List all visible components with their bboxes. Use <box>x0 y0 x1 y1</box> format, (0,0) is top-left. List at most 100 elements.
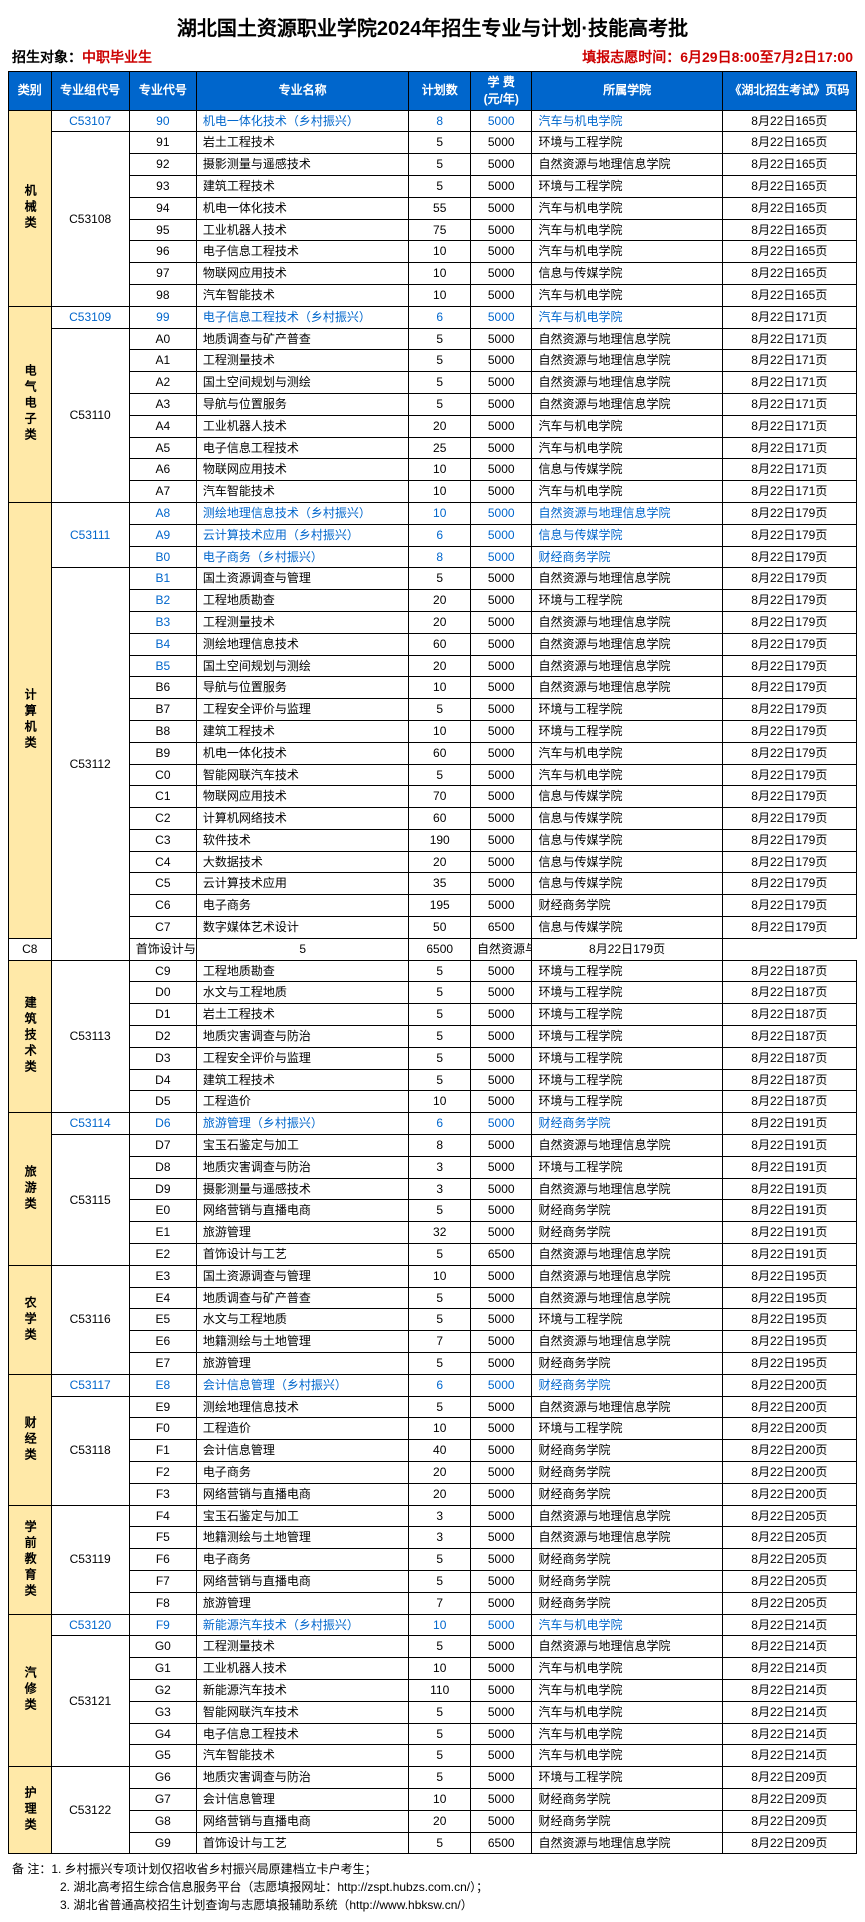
major-name: 工程测量技术 <box>196 611 409 633</box>
fee: 6500 <box>470 1244 532 1266</box>
page-ref: 8月22日200页 <box>722 1440 856 1462</box>
page-ref: 8月22日214页 <box>722 1701 856 1723</box>
fee: 5000 <box>470 197 532 219</box>
page-ref: 8月22日165页 <box>722 154 856 176</box>
table-row: C53110A0地质调查与矿产普查55000自然资源与地理信息学院8月22日17… <box>9 328 857 350</box>
page-ref: 8月22日200页 <box>722 1462 856 1484</box>
plan-count: 10 <box>409 1788 471 1810</box>
major-code: C3 <box>129 829 196 851</box>
page-title: 湖北国土资源职业学院2024年招生专业与计划·技能高考批 <box>8 12 857 41</box>
page-ref: 8月22日205页 <box>722 1570 856 1592</box>
major-code: D6 <box>129 1113 196 1135</box>
plan-count: 5 <box>409 1244 471 1266</box>
table-row: G2新能源汽车技术1105000汽车与机电学院8月22日214页 <box>9 1679 857 1701</box>
school: 环境与工程学院 <box>532 720 722 742</box>
major-name: 物联网应用技术 <box>196 263 409 285</box>
page-ref: 8月22日179页 <box>722 633 856 655</box>
fee: 5000 <box>470 154 532 176</box>
fee: 5000 <box>470 1679 532 1701</box>
major-name: 汽车智能技术 <box>196 481 409 503</box>
table-row: 93建筑工程技术55000环境与工程学院8月22日165页 <box>9 175 857 197</box>
fee: 5000 <box>470 1592 532 1614</box>
table-row: B0电子商务（乡村振兴）85000财经商务学院8月22日179页 <box>9 546 857 568</box>
plan-count: 20 <box>409 415 471 437</box>
note-line: 备 注：1. 乡村振兴专项计划仅招收省乡村振兴局原建档立卡户考生； <box>12 1860 853 1878</box>
major-name: 摄影测量与遥感技术 <box>196 154 409 176</box>
major-name: 计算机网络技术 <box>196 808 409 830</box>
enroll-target: 招生对象：中职毕业生 <box>12 47 152 67</box>
major-code: A0 <box>129 328 196 350</box>
plan-count: 5 <box>409 1723 471 1745</box>
col-header: 类别 <box>9 72 52 111</box>
table-row: D3工程安全评价与监理55000环境与工程学院8月22日187页 <box>9 1047 857 1069</box>
fee: 5000 <box>470 1570 532 1592</box>
plan-count: 5 <box>409 1069 471 1091</box>
fee: 5000 <box>470 655 532 677</box>
school: 汽车与机电学院 <box>532 1679 722 1701</box>
fee: 5000 <box>470 677 532 699</box>
page-ref: 8月22日187页 <box>722 1004 856 1026</box>
major-code: A8 <box>129 502 196 524</box>
school: 自然资源与地理信息学院 <box>532 393 722 415</box>
page-ref: 8月22日187页 <box>722 960 856 982</box>
major-code: A9 <box>129 524 196 546</box>
major-name: 建筑工程技术 <box>196 1069 409 1091</box>
plan-count: 5 <box>409 1047 471 1069</box>
page-ref: 8月22日179页 <box>722 568 856 590</box>
school: 财经商务学院 <box>532 1549 722 1571</box>
subhead: 招生对象：中职毕业生 填报志愿时间：6月29日8:00至7月2日17:00 <box>8 47 857 67</box>
page-ref: 8月22日209页 <box>722 1767 856 1789</box>
fee: 5000 <box>470 808 532 830</box>
school: 自然资源与地理信息学院 <box>532 1178 722 1200</box>
table-row: D5工程造价105000环境与工程学院8月22日187页 <box>9 1091 857 1113</box>
table-row: E5水文与工程地质55000环境与工程学院8月22日195页 <box>9 1309 857 1331</box>
school: 自然资源与地理信息学院 <box>532 1527 722 1549</box>
page-ref: 8月22日165页 <box>722 197 856 219</box>
table-row: A1工程测量技术55000自然资源与地理信息学院8月22日171页 <box>9 350 857 372</box>
page-ref: 8月22日165页 <box>722 284 856 306</box>
page-ref: 8月22日214页 <box>722 1636 856 1658</box>
page-ref: 8月22日205页 <box>722 1549 856 1571</box>
note-line: 3. 湖北省普通高校招生计划查询与志愿填报辅助系统（http://www.hbk… <box>12 1896 853 1914</box>
major-name: 工程地质勘查 <box>196 590 409 612</box>
table-row: E2首饰设计与工艺56500自然资源与地理信息学院8月22日191页 <box>9 1244 857 1266</box>
major-code: G5 <box>129 1745 196 1767</box>
major-name: 地质调查与矿产普查 <box>196 1287 409 1309</box>
major-name: 岩土工程技术 <box>196 1004 409 1026</box>
table-row: 计算机类C53111A8测绘地理信息技术（乡村振兴）105000自然资源与地理信… <box>9 502 857 524</box>
major-code: F3 <box>129 1483 196 1505</box>
fee: 5000 <box>470 699 532 721</box>
table-row: B5国土空间规划与测绘205000自然资源与地理信息学院8月22日179页 <box>9 655 857 677</box>
category-cell: 机械类 <box>9 110 52 306</box>
page-ref: 8月22日165页 <box>722 132 856 154</box>
table-row: B2工程地质勘查205000环境与工程学院8月22日179页 <box>9 590 857 612</box>
group-code: C53121 <box>51 1636 129 1767</box>
plan-count: 5 <box>409 1745 471 1767</box>
major-name: 水文与工程地质 <box>196 982 409 1004</box>
category-cell: 学前教育类 <box>9 1505 52 1614</box>
plan-count: 20 <box>409 655 471 677</box>
table-row: 92摄影测量与遥感技术55000自然资源与地理信息学院8月22日165页 <box>9 154 857 176</box>
major-name: 国土资源调查与管理 <box>196 1265 409 1287</box>
major-name: 工程测量技术 <box>196 1636 409 1658</box>
plan-count: 6 <box>409 1113 471 1135</box>
plan-table: 类别专业组代号专业代号专业名称计划数学 费(元/年)所属学院《湖北招生考试》页码… <box>8 71 857 1854</box>
plan-count: 55 <box>409 197 471 219</box>
fee: 5000 <box>470 1026 532 1048</box>
major-name: 智能网联汽车技术 <box>196 1701 409 1723</box>
plan-count: 32 <box>409 1222 471 1244</box>
major-code: B1 <box>129 568 196 590</box>
major-code: E6 <box>129 1331 196 1353</box>
page-ref: 8月22日205页 <box>722 1592 856 1614</box>
school: 环境与工程学院 <box>532 1069 722 1091</box>
school: 财经商务学院 <box>532 1440 722 1462</box>
page-ref: 8月22日179页 <box>722 524 856 546</box>
table-row: 电气电子类C5310999电子信息工程技术（乡村振兴）65000汽车与机电学院8… <box>9 306 857 328</box>
school: 财经商务学院 <box>532 1570 722 1592</box>
fee: 5000 <box>470 328 532 350</box>
major-code: G2 <box>129 1679 196 1701</box>
table-row: F1会计信息管理405000财经商务学院8月22日200页 <box>9 1440 857 1462</box>
school: 信息与传媒学院 <box>532 851 722 873</box>
page-ref: 8月22日179页 <box>722 720 856 742</box>
major-name: 地质灾害调查与防治 <box>196 1156 409 1178</box>
